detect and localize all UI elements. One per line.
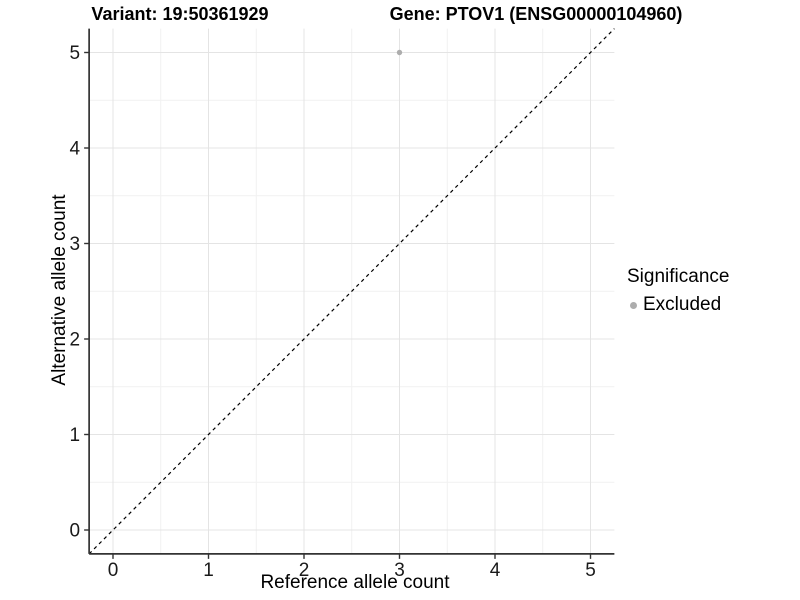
- identity-reference-line: [88, 28, 615, 555]
- x-tick-label: 5: [585, 560, 596, 581]
- y-tick-label: 4: [70, 139, 81, 160]
- x-tick-label: 2: [299, 560, 310, 581]
- x-tick-label: 0: [108, 560, 119, 581]
- y-tick-label: 1: [70, 425, 81, 446]
- excluded-point-icon: [630, 301, 637, 309]
- y-tick-label: 3: [70, 234, 81, 255]
- legend-item-excluded: Excluded: [627, 294, 729, 316]
- y-axis-title: Alternative allele count: [49, 194, 70, 386]
- variant-title: Variant: 19:50361929: [91, 4, 269, 24]
- y-tick-label: 2: [70, 330, 81, 351]
- x-tick-label: 1: [203, 560, 214, 581]
- legend: Significance Excluded: [627, 266, 729, 316]
- x-tick-label: 4: [490, 560, 501, 581]
- legend-title: Significance: [627, 266, 730, 287]
- legend-item-label: Excluded: [643, 294, 722, 315]
- x-tick-label: 3: [394, 560, 405, 581]
- y-tick-label: 5: [70, 43, 81, 64]
- x-axis-title: Reference allele count: [260, 572, 450, 593]
- y-tick-label: 0: [70, 521, 81, 542]
- data-point: [396, 49, 403, 56]
- gene-title: Gene: PTOV1 (ENSG00000104960): [389, 4, 683, 24]
